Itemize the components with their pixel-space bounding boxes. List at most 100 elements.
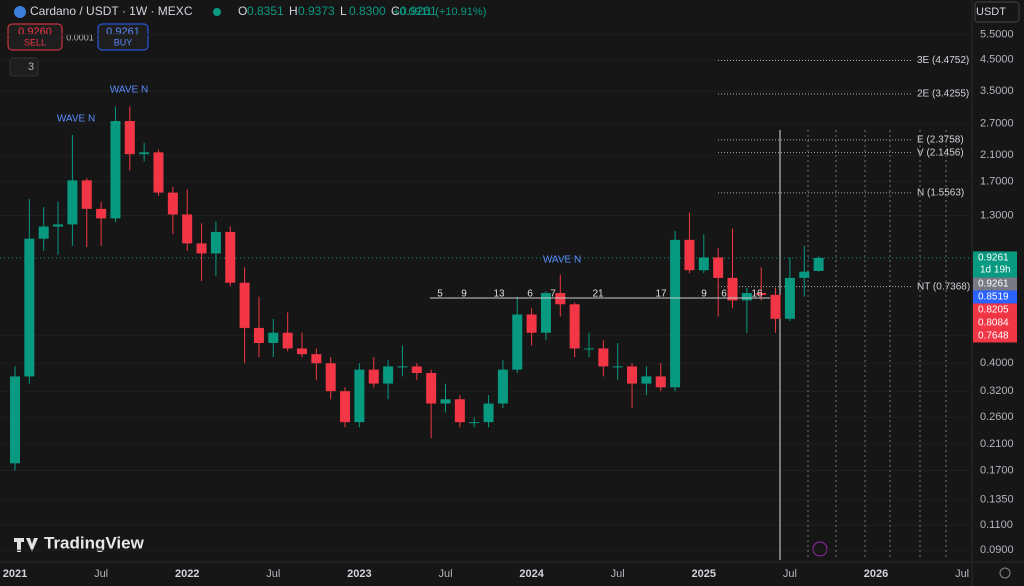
price-tag [973, 303, 1017, 317]
indicators-toggle[interactable] [9, 57, 39, 77]
level-label: V (2.1456) [917, 147, 964, 158]
y-tick-label: 0.4000 [980, 357, 1014, 369]
y-tick-label: 5.5000 [980, 29, 1014, 41]
candle-body [598, 348, 609, 367]
candle-body [756, 293, 767, 295]
alert-icon[interactable] [812, 541, 828, 557]
candle-body [210, 231, 221, 254]
price-tag [973, 329, 1017, 343]
candle-body [24, 238, 35, 377]
candle-body [383, 366, 394, 384]
sell-button[interactable] [7, 23, 63, 51]
candle-body [770, 294, 781, 319]
ohlc-key: L [340, 4, 347, 18]
cycle-label: 13 [493, 289, 505, 300]
candle-body [139, 152, 150, 155]
x-tick-label: 2025 [692, 568, 716, 580]
candle-body [354, 369, 365, 423]
sell-label: SELL [24, 37, 46, 47]
y-tick-label: 0.2600 [980, 411, 1014, 423]
ohlc-key: C [391, 4, 400, 18]
candle-body [540, 293, 551, 333]
candle-body [684, 239, 695, 271]
x-tick-label: 2022 [175, 568, 199, 580]
candle-body [655, 376, 666, 388]
currency: USDT [976, 6, 1006, 18]
cycle-label: 17 [655, 289, 667, 300]
price-tag-label: 0.8519 [978, 292, 1009, 303]
candle-body [641, 376, 652, 384]
ohlc-value: 0.9373 [298, 4, 335, 18]
price-tag-note: 1d 19h [980, 265, 1011, 276]
settings-icon[interactable] [999, 567, 1011, 579]
wave-label: WAVE N [110, 85, 148, 96]
candle-body [497, 369, 508, 404]
candle-body [469, 422, 480, 424]
candle-body [282, 332, 293, 349]
currency-button[interactable] [974, 1, 1020, 23]
price-tag [973, 251, 1017, 278]
candle-body [483, 403, 494, 423]
indicator-count: 3 [28, 61, 34, 73]
candle-body [153, 152, 164, 193]
candle-body [124, 121, 135, 155]
candle-body [670, 239, 681, 388]
y-tick-label: 1.7000 [980, 176, 1014, 188]
candle-body [53, 224, 64, 227]
level-label: 3E (4.4752) [917, 55, 969, 66]
buy-price: 0.9261 [106, 26, 140, 38]
y-tick-label: 0.1100 [980, 519, 1013, 531]
level-label: E (2.3758) [917, 134, 964, 145]
ohlc-legend: O 0.8351 H 0.9373 L 0.8300 C 0.9261 [238, 4, 437, 18]
candle-body [10, 376, 20, 464]
price-tag [973, 277, 1017, 291]
price-tag-label: 0.9261 [978, 279, 1009, 290]
price-tag-label: 0.8084 [978, 318, 1009, 329]
price-tag-label: 0.9261 [978, 253, 1009, 264]
candle-body [67, 180, 78, 225]
candle-body [727, 277, 738, 301]
y-tick-label: 0.2100 [980, 438, 1014, 450]
candle-body [167, 192, 178, 215]
candle-body [268, 332, 279, 343]
x-tick-label: Jul [438, 568, 452, 580]
candle-body [440, 399, 451, 404]
candle-body [325, 363, 336, 392]
x-tick-label: 2023 [347, 568, 371, 580]
buy-button[interactable] [97, 23, 149, 51]
candle-body [512, 314, 523, 370]
price-tag [973, 316, 1017, 330]
x-tick-label: Jul [955, 568, 969, 580]
candle-body [239, 282, 250, 328]
price-tag-label: 0.7648 [978, 331, 1009, 342]
candle-body [38, 226, 49, 239]
wave-label: WAVE N [57, 114, 95, 125]
candle-body [340, 391, 351, 423]
candle-body [297, 348, 307, 355]
cycle-label: 9 [461, 289, 467, 300]
y-tick-label: 4.5000 [980, 54, 1014, 66]
x-tick-label: Jul [611, 568, 625, 580]
level-label: NT (0.7368) [917, 281, 970, 292]
y-tick-label: 0.0900 [980, 544, 1014, 556]
x-tick-label: Jul [783, 568, 797, 580]
candle-body [96, 208, 107, 219]
candle-body [698, 257, 709, 271]
price-tag [973, 290, 1017, 304]
candle-body [555, 293, 566, 305]
level-label: 2E (3.4255) [917, 89, 969, 100]
cycle-label: 9 [701, 289, 707, 300]
logo: TradingView [44, 533, 145, 552]
status-dot [213, 8, 221, 16]
change: +0.0911 (+10.91%) [393, 6, 486, 18]
ohlc-value: 0.9261 [400, 4, 437, 18]
candle-body [813, 257, 824, 271]
cycle-label: 7 [550, 289, 556, 300]
candle-body [426, 372, 437, 404]
candle-body [397, 366, 408, 368]
x-tick-label: Jul [94, 568, 108, 580]
x-tick-label: 2026 [864, 568, 888, 580]
cycle-label: 16 [751, 289, 763, 300]
